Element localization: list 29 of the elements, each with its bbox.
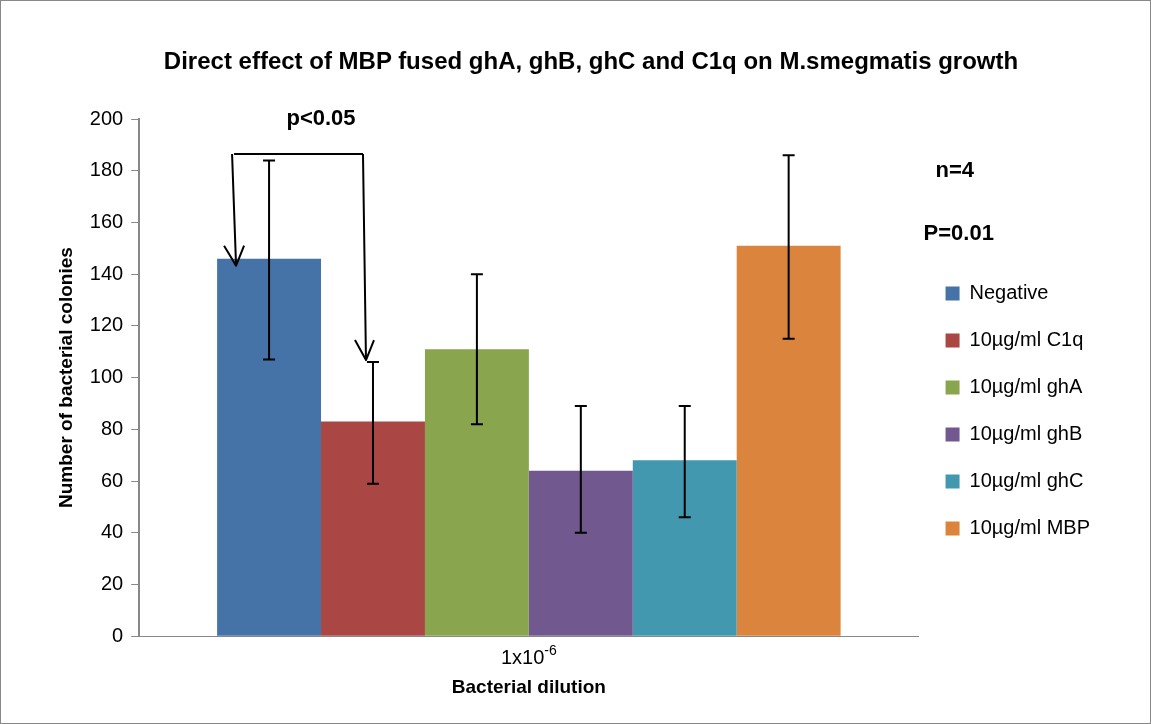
- y-tick-label: 80: [100, 416, 124, 439]
- y-tick-label: 140: [89, 261, 124, 284]
- y-axis-title: Number of bacterial colonies: [54, 247, 76, 508]
- y-tick-label: 180: [89, 158, 124, 181]
- bar: [528, 470, 633, 636]
- y-tick-label: 200: [89, 106, 124, 129]
- legend-label: 10µg/ml ghB: [969, 422, 1083, 445]
- y-tick-label: 160: [89, 209, 124, 232]
- legend-label: 10µg/ml MBP: [969, 516, 1090, 539]
- y-tick-label: 60: [100, 468, 124, 491]
- y-tick-label: 120: [89, 313, 124, 336]
- legend-label: Negative: [969, 281, 1049, 304]
- y-tick-label: 0: [112, 623, 124, 646]
- legend-label: 10µg/ml ghC: [969, 469, 1084, 492]
- chart-title: Direct effect of MBP fused ghA, ghB, ghC and C1q on M.smegmatis growth: [162, 46, 1020, 76]
- text: n=4: [935, 157, 975, 183]
- x-axis-title: Bacterial dilution: [451, 675, 606, 697]
- text: P=0.01: [923, 220, 994, 246]
- bar: [736, 245, 841, 636]
- y-tick-label: 20: [100, 572, 124, 594]
- legend-label: 10µg/ml C1q: [969, 328, 1084, 351]
- annotation: p<0.05: [286, 105, 356, 131]
- bar: [632, 460, 737, 636]
- bar: [321, 421, 425, 636]
- legend-label: 10µg/ml ghA: [969, 375, 1083, 398]
- y-tick-label: 100: [89, 365, 124, 388]
- y-tick-label: 40: [100, 520, 124, 543]
- bar: [424, 349, 529, 636]
- bar: [217, 258, 322, 636]
